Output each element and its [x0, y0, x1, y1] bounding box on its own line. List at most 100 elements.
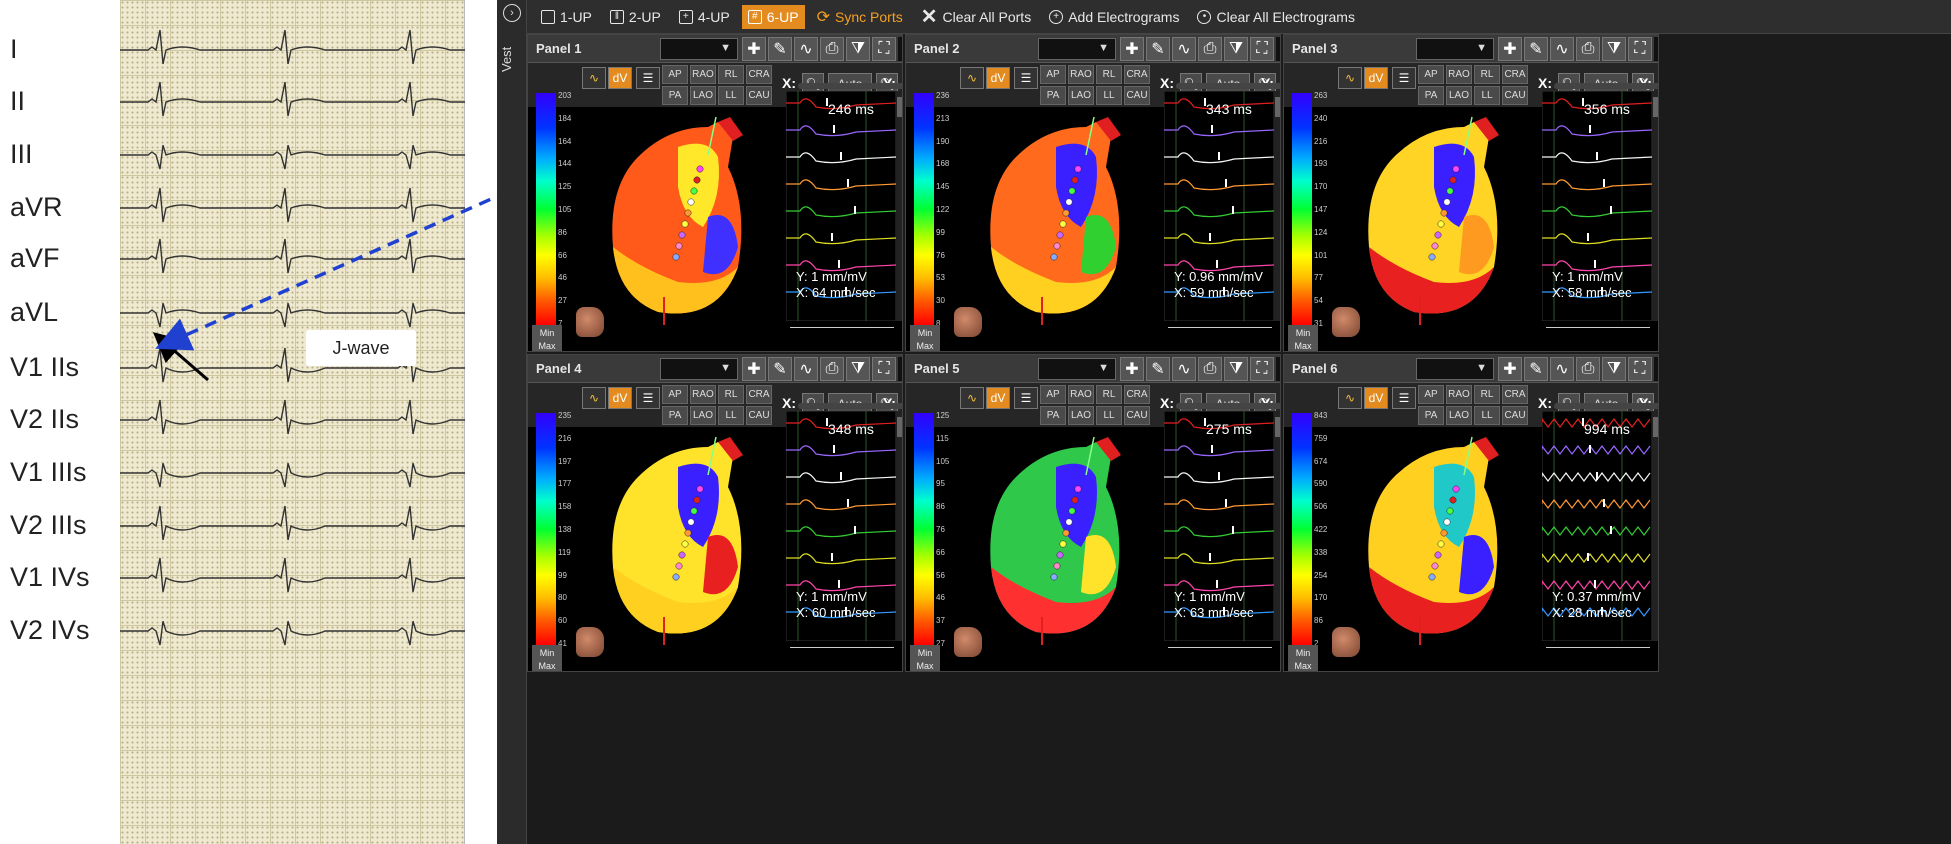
- activation-marker[interactable]: [1582, 418, 1584, 426]
- view-lao-button[interactable]: LAO: [1446, 406, 1472, 425]
- min-max-toggle[interactable]: Min Max: [532, 325, 562, 351]
- electrode-marker[interactable]: [1074, 485, 1082, 493]
- activation-marker[interactable]: [1209, 553, 1211, 561]
- view-cra-button[interactable]: CRA: [746, 385, 772, 404]
- view-lao-button[interactable]: LAO: [1068, 406, 1094, 425]
- orientation-torso-icon[interactable]: [954, 627, 982, 657]
- list-icon[interactable]: ☰: [636, 387, 660, 409]
- export-icon[interactable]: ⎙: [820, 37, 844, 61]
- electrode-marker[interactable]: [678, 551, 686, 559]
- electrode-marker[interactable]: [1434, 551, 1442, 559]
- pencil-icon[interactable]: ✎: [1146, 357, 1170, 381]
- activation-marker[interactable]: [1204, 418, 1206, 426]
- electrode-marker[interactable]: [1431, 562, 1439, 570]
- electrode-marker[interactable]: [681, 540, 689, 548]
- activation-marker[interactable]: [826, 98, 828, 106]
- view-ap-button[interactable]: AP: [1040, 65, 1066, 84]
- view-ap-button[interactable]: AP: [662, 65, 688, 84]
- activation-marker[interactable]: [1610, 526, 1612, 534]
- electrogram-traces[interactable]: [1542, 411, 1652, 641]
- plus-icon[interactable]: ✚: [742, 357, 766, 381]
- electrode-marker[interactable]: [681, 220, 689, 228]
- view-cra-button[interactable]: CRA: [1124, 385, 1150, 404]
- panel-source-select[interactable]: ▼: [660, 38, 738, 60]
- electrode-marker[interactable]: [1431, 242, 1439, 250]
- dvdt-mode-icon[interactable]: dV: [1364, 67, 1388, 89]
- activation-marker[interactable]: [1587, 233, 1589, 241]
- electrode-marker[interactable]: [1068, 187, 1076, 195]
- electrode-marker[interactable]: [1068, 507, 1076, 515]
- view-cra-button[interactable]: CRA: [746, 65, 772, 84]
- activation-marker[interactable]: [1223, 607, 1225, 615]
- electrode-marker[interactable]: [1065, 198, 1073, 206]
- fullscreen-icon[interactable]: ⛶: [872, 357, 896, 381]
- waveform-icon[interactable]: ∿: [794, 357, 818, 381]
- close-icon[interactable]: ✕: [898, 37, 902, 61]
- view-cra-button[interactable]: CRA: [1502, 65, 1528, 84]
- view-rl-button[interactable]: RL: [1474, 385, 1500, 404]
- view-rao-button[interactable]: RAO: [690, 65, 716, 84]
- activation-marker[interactable]: [1209, 233, 1211, 241]
- view-rao-button[interactable]: RAO: [1068, 65, 1094, 84]
- activation-marker[interactable]: [847, 499, 849, 507]
- view-cau-button[interactable]: CAU: [746, 86, 772, 105]
- layout-6up-button[interactable]: #6-UP: [741, 4, 805, 29]
- fullscreen-icon[interactable]: ⛶: [1250, 357, 1274, 381]
- activation-marker[interactable]: [831, 233, 833, 241]
- plus-icon[interactable]: ✚: [1120, 357, 1144, 381]
- sync-ports-button[interactable]: ⟳ Sync Ports: [811, 3, 909, 31]
- electrode-marker[interactable]: [1440, 209, 1448, 217]
- electrode-marker[interactable]: [1452, 485, 1460, 493]
- min-max-toggle[interactable]: Min Max: [532, 645, 562, 671]
- view-cau-button[interactable]: CAU: [746, 406, 772, 425]
- electrode-marker[interactable]: [1449, 176, 1457, 184]
- min-max-toggle[interactable]: Min Max: [910, 645, 940, 671]
- expand-sidebar-icon[interactable]: ›: [503, 4, 521, 22]
- view-lao-button[interactable]: LAO: [1068, 86, 1094, 105]
- egm-horizontal-scrollbar[interactable]: [1176, 83, 1280, 89]
- dvdt-mode-icon[interactable]: dV: [986, 67, 1010, 89]
- electrode-marker[interactable]: [675, 242, 683, 250]
- activation-marker[interactable]: [1589, 125, 1591, 133]
- sine-wave-icon[interactable]: ∿: [582, 67, 606, 89]
- dvdt-mode-icon[interactable]: dV: [986, 387, 1010, 409]
- electrode-marker[interactable]: [1449, 496, 1457, 504]
- activation-marker[interactable]: [847, 179, 849, 187]
- view-rl-button[interactable]: RL: [1096, 65, 1122, 84]
- export-icon[interactable]: ⎙: [1198, 37, 1222, 61]
- sine-wave-icon[interactable]: ∿: [1338, 67, 1362, 89]
- export-icon[interactable]: ⎙: [820, 357, 844, 381]
- electrode-marker[interactable]: [1062, 529, 1070, 537]
- dvdt-mode-icon[interactable]: dV: [1364, 387, 1388, 409]
- activation-marker[interactable]: [1594, 260, 1596, 268]
- view-ll-button[interactable]: LL: [718, 86, 744, 105]
- heart-activation-map[interactable]: [976, 417, 1176, 657]
- view-cra-button[interactable]: CRA: [1124, 65, 1150, 84]
- sine-wave-icon[interactable]: ∿: [582, 387, 606, 409]
- orientation-torso-icon[interactable]: [1332, 307, 1360, 337]
- view-lao-button[interactable]: LAO: [690, 86, 716, 105]
- activation-marker[interactable]: [845, 287, 847, 295]
- activation-marker[interactable]: [1601, 607, 1603, 615]
- electrogram-traces[interactable]: [786, 91, 896, 321]
- view-rl-button[interactable]: RL: [1474, 65, 1500, 84]
- activation-marker[interactable]: [1603, 179, 1605, 187]
- electrode-marker[interactable]: [672, 253, 680, 261]
- clear-all-electrograms-button[interactable]: • Clear All Electrograms: [1191, 5, 1361, 29]
- min-max-toggle[interactable]: Min Max: [1288, 325, 1318, 351]
- activation-marker[interactable]: [854, 206, 856, 214]
- electrode-marker[interactable]: [1437, 220, 1445, 228]
- panel-source-select[interactable]: ▼: [1038, 38, 1116, 60]
- activation-marker[interactable]: [1225, 499, 1227, 507]
- egm-vertical-scrollbar[interactable]: [1652, 411, 1658, 641]
- electrode-marker[interactable]: [1065, 518, 1073, 526]
- heart-activation-map[interactable]: [598, 417, 798, 657]
- filter-icon[interactable]: ⧩: [1602, 357, 1626, 381]
- list-icon[interactable]: ☰: [1392, 387, 1416, 409]
- panel-source-select[interactable]: ▼: [660, 358, 738, 380]
- view-cau-button[interactable]: CAU: [1502, 86, 1528, 105]
- orientation-torso-icon[interactable]: [1332, 627, 1360, 657]
- view-ll-button[interactable]: LL: [1096, 86, 1122, 105]
- list-icon[interactable]: ☰: [1014, 387, 1038, 409]
- view-rl-button[interactable]: RL: [718, 385, 744, 404]
